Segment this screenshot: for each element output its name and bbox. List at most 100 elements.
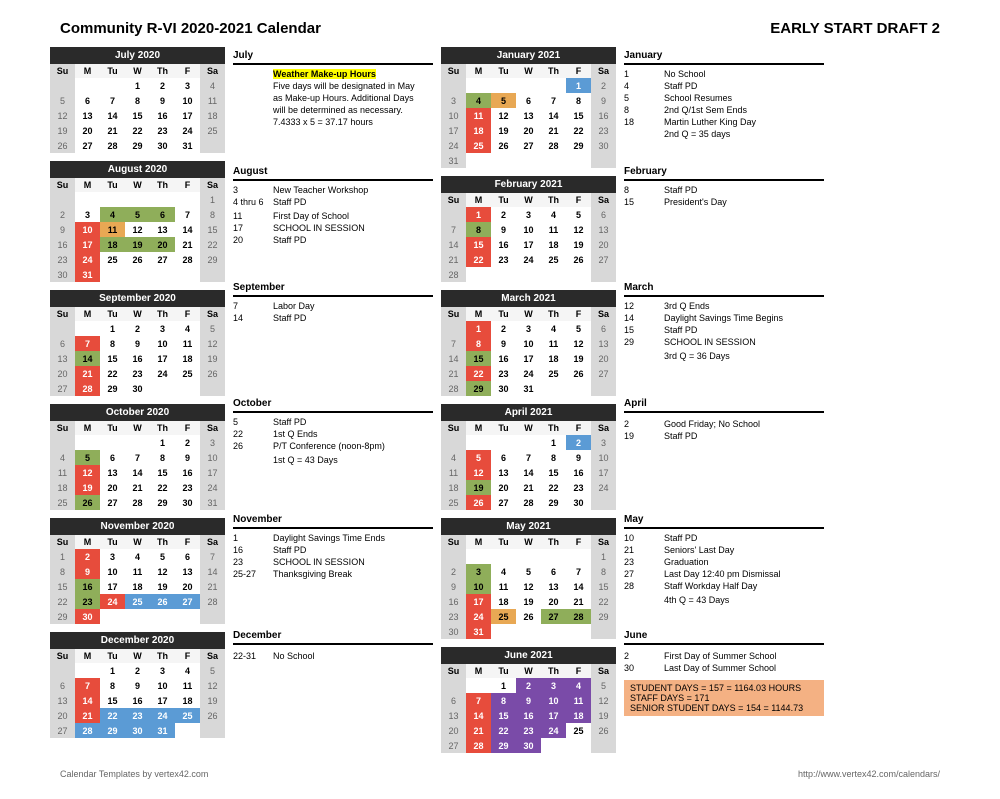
day-cell: 18 — [50, 480, 75, 495]
event-date — [624, 351, 664, 361]
day-cell: 25 — [175, 708, 200, 723]
day-cell: 29 — [541, 495, 566, 510]
day-cell: 26 — [150, 594, 175, 609]
event-list: 3New Teacher Workshop4 thru 6Staff PD11F… — [233, 184, 433, 246]
calendar-grid: SuMTuWThFSa12345678910111213141516171819… — [441, 193, 616, 282]
day-cell: 27 — [50, 381, 75, 396]
day-header: F — [175, 307, 200, 321]
day-cell: 27 — [591, 252, 616, 267]
day-cell — [566, 381, 591, 396]
day-cell: 1 — [125, 78, 150, 93]
day-cell — [516, 549, 541, 564]
day-cell: 8 — [125, 93, 150, 108]
month-title: December 2020 — [50, 632, 225, 649]
day-cell: 8 — [100, 336, 125, 351]
event-date: 23 — [233, 557, 273, 567]
event-date: 1 — [624, 69, 664, 79]
day-header: M — [75, 178, 100, 192]
day-cell: 13 — [50, 693, 75, 708]
event-text: will be determined as necessary. — [273, 105, 433, 115]
day-cell: 14 — [466, 708, 491, 723]
day-cell — [75, 321, 100, 336]
events-month-header: December — [233, 627, 433, 645]
day-cell — [150, 381, 175, 396]
day-header: Th — [541, 64, 566, 78]
day-cell: 13 — [100, 465, 125, 480]
day-cell: 27 — [75, 138, 100, 153]
day-cell: 19 — [591, 708, 616, 723]
day-cell: 29 — [150, 495, 175, 510]
day-cell: 24 — [541, 723, 566, 738]
day-cell: 19 — [125, 237, 150, 252]
day-cell: 21 — [175, 237, 200, 252]
events-month-header: October — [233, 395, 433, 413]
day-cell: 27 — [541, 609, 566, 624]
event-row: 15Staff PD — [624, 324, 824, 336]
day-header: Th — [541, 535, 566, 549]
month-title: June 2021 — [441, 647, 616, 664]
event-desc: School Resumes — [664, 93, 824, 103]
event-desc: New Teacher Workshop — [273, 185, 433, 195]
day-cell: 19 — [491, 123, 516, 138]
events-block: December22-31No School — [233, 627, 433, 735]
event-desc: SCHOOL IN SESSION — [664, 337, 824, 347]
day-cell: 4 — [50, 450, 75, 465]
day-cell: 5 — [466, 450, 491, 465]
day-cell: 9 — [491, 336, 516, 351]
title-left: Community R-VI 2020-2021 Calendar — [60, 20, 321, 37]
calendar-grid: SuMTuWThFSa12345678910111213141516171819… — [50, 64, 225, 153]
day-cell: 25 — [175, 366, 200, 381]
day-cell: 18 — [175, 693, 200, 708]
day-cell: 23 — [50, 252, 75, 267]
day-cell: 23 — [75, 594, 100, 609]
day-cell: 24 — [516, 252, 541, 267]
month-block: September 2020SuMTuWThFSa123456789101112… — [50, 290, 225, 396]
month-block: August 2020SuMTuWThFSa123456789101112131… — [50, 161, 225, 282]
day-cell: 20 — [441, 723, 466, 738]
day-cell — [541, 267, 566, 282]
day-cell — [541, 78, 566, 93]
day-header: W — [516, 535, 541, 549]
day-cell: 15 — [566, 108, 591, 123]
month-block: March 2021SuMTuWThFSa1234567891011121314… — [441, 290, 616, 396]
day-cell: 14 — [541, 108, 566, 123]
day-cell: 17 — [150, 693, 175, 708]
calendar-column-left: July 2020SuMTuWThFSa12345678910111213141… — [50, 47, 225, 761]
day-header: W — [516, 64, 541, 78]
day-cell — [175, 723, 200, 738]
day-cell: 28 — [466, 738, 491, 753]
event-list: 5Staff PD221st Q Ends26P/T Conference (n… — [233, 416, 433, 466]
day-cell: 24 — [591, 480, 616, 495]
day-cell — [541, 549, 566, 564]
day-cell: 1 — [591, 549, 616, 564]
day-cell — [100, 192, 125, 207]
day-header: Su — [441, 535, 466, 549]
day-cell: 26 — [200, 366, 225, 381]
day-cell: 7 — [175, 207, 200, 222]
day-cell: 30 — [516, 738, 541, 753]
day-cell: 30 — [175, 495, 200, 510]
day-cell — [591, 738, 616, 753]
event-date: 22 — [233, 429, 273, 439]
month-title: July 2020 — [50, 47, 225, 64]
day-cell: 6 — [541, 564, 566, 579]
day-cell: 20 — [591, 237, 616, 252]
event-date: 10 — [624, 533, 664, 543]
events-month-header: September — [233, 279, 433, 297]
day-cell: 4 — [100, 207, 125, 222]
day-cell: 4 — [175, 663, 200, 678]
month-title: March 2021 — [441, 290, 616, 307]
day-cell: 12 — [125, 222, 150, 237]
day-cell: 22 — [591, 594, 616, 609]
day-cell: 27 — [491, 495, 516, 510]
day-cell: 22 — [200, 237, 225, 252]
event-row: 221st Q Ends — [233, 428, 433, 440]
day-cell — [516, 78, 541, 93]
month-block: July 2020SuMTuWThFSa12345678910111213141… — [50, 47, 225, 153]
day-cell — [50, 78, 75, 93]
event-date: 2 — [624, 651, 664, 661]
day-cell — [200, 723, 225, 738]
day-cell: 15 — [150, 465, 175, 480]
month-title: February 2021 — [441, 176, 616, 193]
day-cell: 27 — [50, 723, 75, 738]
